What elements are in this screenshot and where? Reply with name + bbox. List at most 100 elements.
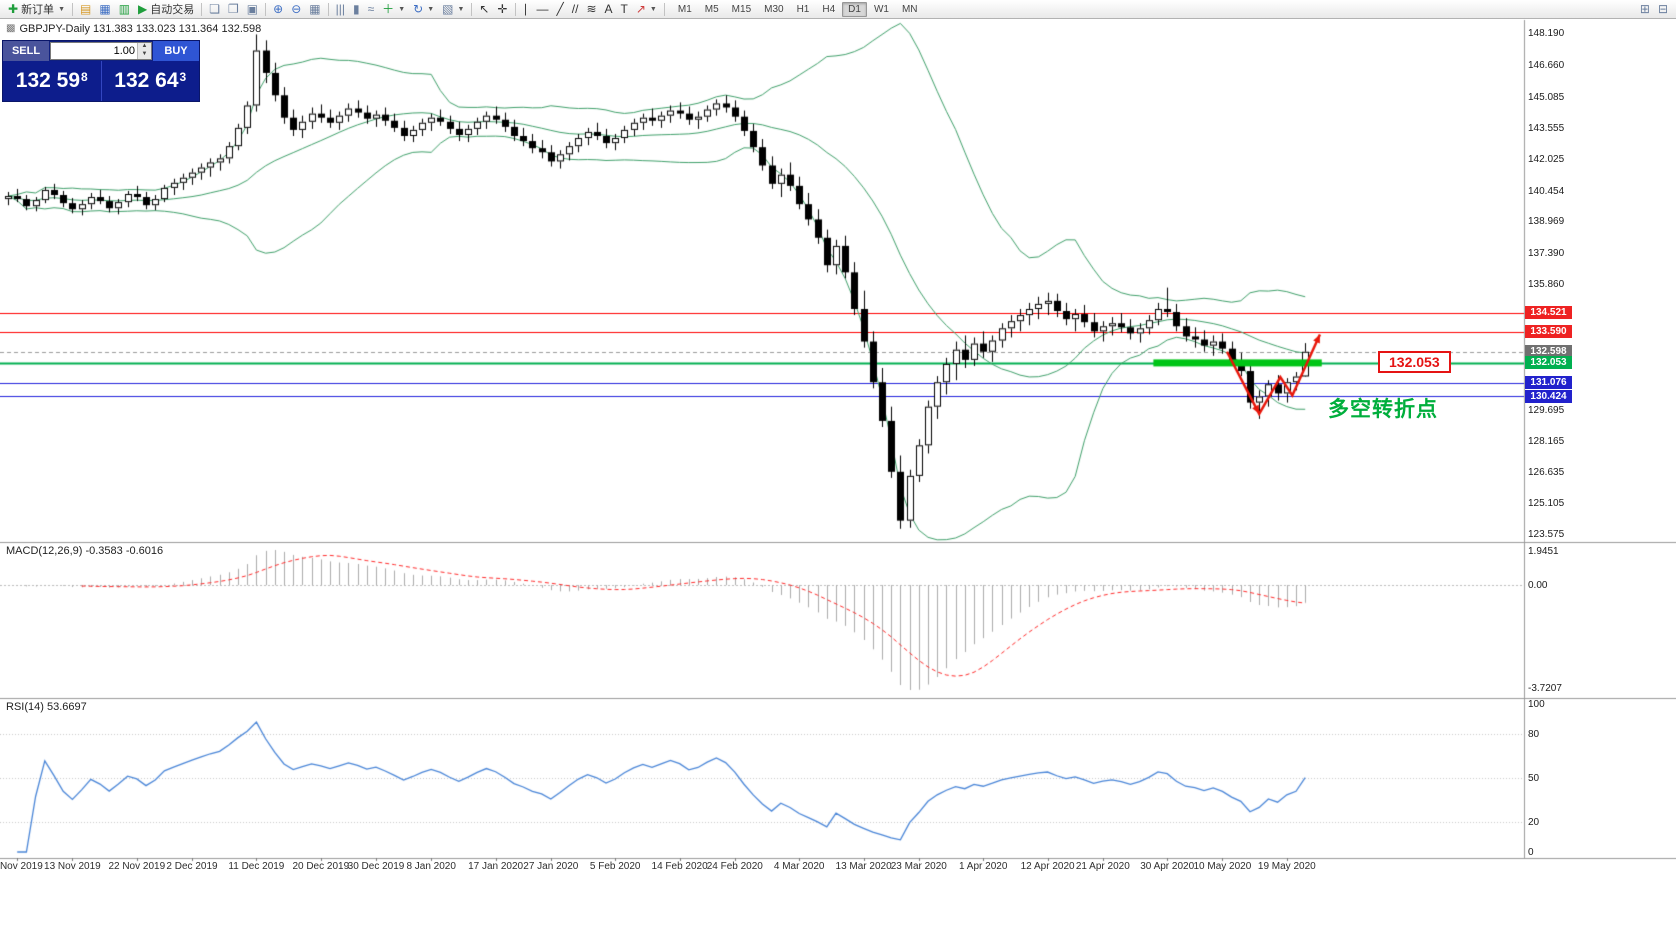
chevron-down-icon: ▼ <box>457 5 465 13</box>
horizontal-line-icon[interactable]: ― <box>536 2 549 16</box>
price-axis-badge: 130.424 <box>1525 389 1572 403</box>
main-toolbar: ✚ 新订单 ▼ ▤ ▦ ▥ ▶ 自动交易 ❏ ❐ ▣ ⊕ ⊖ ▦ ||| ▮ ≈… <box>0 0 1676 19</box>
timeframe-button-m15[interactable]: M15 <box>731 3 752 15</box>
volume-up-icon[interactable]: ▲ <box>138 43 151 51</box>
line-chart-icon[interactable]: ≈ <box>367 2 375 16</box>
date-axis-label: 24 Feb 2020 <box>706 861 763 872</box>
new-chart-window-icon[interactable]: ⊞ <box>1639 2 1650 16</box>
date-axis-label: 27 Jan 2020 <box>523 861 579 872</box>
rsi-axis-label: 100 <box>1528 699 1545 710</box>
buy-price-button[interactable]: 132 64 3 <box>102 61 200 101</box>
date-axis-label: 13 Nov 2019 <box>44 861 101 872</box>
date-axis-label: 19 May 2020 <box>1257 861 1316 872</box>
buy-button[interactable]: BUY <box>153 41 199 61</box>
add-indicator-icon: ＋ <box>382 2 395 16</box>
date-axis-label: 8 Jan 2020 <box>406 861 456 872</box>
one-click-trade-panel: SELL ▲ ▼ BUY 132 598 132 643 <box>2 40 200 102</box>
date-axis-label: 10 May 2020 <box>1193 861 1252 872</box>
rsi-label: RSI(14) 53.6697 <box>6 701 87 713</box>
timeframe-button-m30[interactable]: M30 <box>764 3 784 15</box>
price-axis-label: 145.085 <box>1528 91 1565 103</box>
bar-chart-icon[interactable]: ||| <box>335 2 345 16</box>
plus-icon: ✚ <box>8 2 19 16</box>
timeframe-button-m5[interactable]: M5 <box>704 3 719 15</box>
toolbar-separator <box>327 2 329 16</box>
turning-point-text[interactable]: 多空转折点 <box>1328 398 1438 421</box>
timeframe-button-h1[interactable]: H1 <box>796 3 810 15</box>
chart-mini-icon: ▩ <box>6 23 16 34</box>
template-icon: ▧ <box>442 2 454 16</box>
text-icon[interactable]: A <box>604 2 613 16</box>
price-annotation-box[interactable]: 132.053 <box>1378 351 1451 373</box>
timeframe-button-h4[interactable]: H4 <box>822 3 836 15</box>
volume-input[interactable] <box>51 43 137 59</box>
rsi-axis-label: 50 <box>1528 773 1540 784</box>
chart-grid-icon[interactable]: ▦ <box>309 2 321 16</box>
macd-axis-max: 1.9451 <box>1528 546 1559 557</box>
chevron-down-icon: ▼ <box>427 5 435 13</box>
arrange-windows-icon[interactable]: ▣ <box>246 2 259 16</box>
date-axis-label: 5 Feb 2020 <box>589 861 641 872</box>
templates-button[interactable]: ▧ ▼ <box>438 1 468 18</box>
tile-windows-icon[interactable]: ❏ <box>209 2 221 16</box>
cascade-windows-icon[interactable]: ❐ <box>228 2 239 16</box>
indicators-button[interactable]: ＋ ▼ <box>378 1 409 18</box>
zoom-out-icon[interactable]: ⊖ <box>291 2 302 16</box>
sell-button[interactable]: SELL <box>3 41 49 61</box>
date-axis-label: 23 Mar 2020 <box>890 861 947 872</box>
timeframe-button-mn[interactable]: MN <box>901 3 918 15</box>
toolbar-separator <box>471 2 473 16</box>
price-divider <box>100 61 102 101</box>
price-axis-label: 128.165 <box>1528 435 1565 447</box>
macd-axis-min: -3.7207 <box>1528 683 1562 694</box>
profiles-icon[interactable]: ▤ <box>80 2 92 16</box>
timeframe-button-m1[interactable]: M1 <box>677 3 692 15</box>
volume-down-icon[interactable]: ▼ <box>138 51 151 59</box>
timeframe-button-d1[interactable]: D1 <box>842 1 867 17</box>
label-icon[interactable]: T <box>620 2 628 16</box>
price-axis-label: 140.454 <box>1528 185 1565 197</box>
price-axis-label: 129.695 <box>1528 404 1565 416</box>
buy-price-sup: 3 <box>179 70 187 84</box>
date-axis-label: 30 Dec 2019 <box>347 861 405 872</box>
price-axis-badge: 132.053 <box>1525 356 1572 370</box>
symbol-header: ▩ GBPJPY-Daily 131.383 133.023 131.364 1… <box>6 23 261 35</box>
sell-price-button[interactable]: 132 59 8 <box>3 61 101 101</box>
timeframe-button-w1[interactable]: W1 <box>873 3 889 15</box>
channel-icon[interactable]: // <box>571 2 579 16</box>
play-icon: ▶ <box>138 2 148 16</box>
date-axis-label: 2 Dec 2019 <box>166 861 218 872</box>
cycle-icon: ↻ <box>413 2 424 16</box>
sell-price-sup: 8 <box>81 70 88 84</box>
vertical-line-icon[interactable]: ∣ <box>522 2 529 16</box>
cursor-icon[interactable]: ↖ <box>479 2 490 16</box>
trendline-icon[interactable]: ╱ <box>556 2 564 16</box>
candlestick-chart-icon[interactable]: ▮ <box>352 2 360 16</box>
date-axis-label: 30 Apr 2020 <box>1140 861 1195 872</box>
buy-price: 132 64 <box>114 69 179 92</box>
date-axis-label: 12 Apr 2020 <box>1020 861 1075 872</box>
fibonacci-icon[interactable]: ≋ <box>586 2 597 16</box>
crosshair-icon[interactable]: ✛ <box>497 2 508 16</box>
toolbar-separator <box>72 2 73 16</box>
charts-window-icon[interactable]: ▦ <box>99 2 111 16</box>
market-watch-icon[interactable]: ▥ <box>118 2 131 16</box>
window-list-icon[interactable]: ⊟ <box>1657 2 1668 16</box>
price-axis-label: 143.555 <box>1528 122 1565 134</box>
new-order-label: 新订单 <box>21 4 55 16</box>
objects-button[interactable]: ↻ ▼ <box>409 1 438 18</box>
rsi-axis-label: 20 <box>1528 817 1540 829</box>
toolbar-separator <box>201 2 203 16</box>
timeframe-group: M1 M5 M15 M30 H1 H4 D1 W1 MN <box>672 1 924 17</box>
chevron-down-icon: ▼ <box>58 5 65 13</box>
chevron-down-icon: ▼ <box>649 5 657 13</box>
volume-box: ▲ ▼ <box>50 42 152 60</box>
price-axis-label: 126.635 <box>1528 467 1565 479</box>
zoom-in-icon[interactable]: ⊕ <box>273 2 284 16</box>
macd-axis-zero: 0.00 <box>1528 580 1548 592</box>
new-order-button[interactable]: ✚ 新订单 ▼ <box>4 1 69 18</box>
arrows-button[interactable]: ↗ ▼ <box>632 1 661 18</box>
auto-trading-button[interactable]: ▶ 自动交易 <box>134 1 198 18</box>
date-axis-label: 1 Apr 2020 <box>959 861 1008 872</box>
